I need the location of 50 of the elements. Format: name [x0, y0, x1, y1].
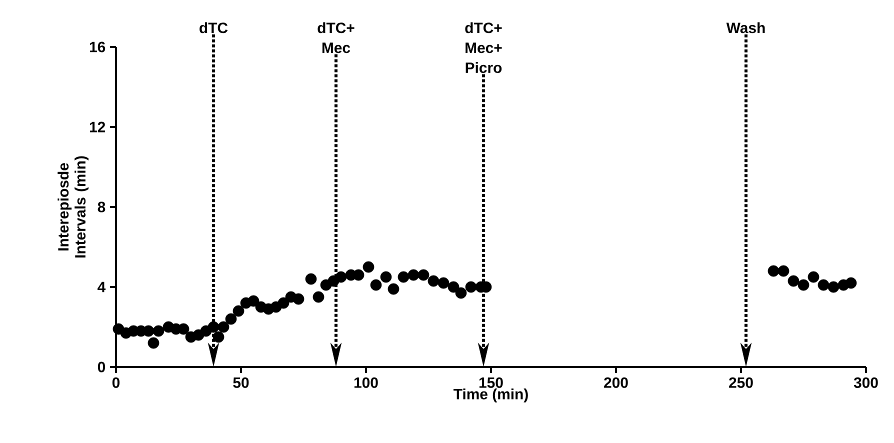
point [398, 271, 410, 283]
point [218, 321, 230, 333]
y-axis-title: Interepiosde Intervals (min) [58, 156, 89, 258]
point [388, 283, 400, 295]
point [232, 305, 244, 317]
y-tick-label: 12 [90, 122, 106, 132]
point [408, 269, 420, 281]
point [248, 295, 260, 307]
ref-line-label: Wash [726, 22, 765, 34]
x-tick-label: 300 [854, 377, 878, 388]
x-tick-label: 100 [354, 377, 378, 388]
point [818, 279, 830, 291]
point [152, 325, 164, 337]
point [465, 281, 477, 293]
ref-line-label: dTC+ Mec [318, 22, 354, 54]
point [312, 291, 324, 303]
point [370, 279, 382, 291]
point [778, 265, 790, 277]
point [768, 265, 780, 277]
ref-line-label: dTC [200, 22, 228, 34]
y-tick-label: 4 [98, 282, 106, 292]
point [335, 271, 347, 283]
point [278, 297, 290, 309]
point [148, 337, 160, 349]
x-tick-label: 250 [729, 377, 753, 388]
point [788, 275, 800, 287]
point [212, 331, 224, 343]
point [418, 269, 430, 281]
y-tick-label: 8 [98, 202, 106, 212]
x-axis-title: Time (min) [454, 388, 528, 402]
point [362, 261, 374, 273]
ref-line-label: dTC+ Mec+ Picro [465, 22, 502, 74]
point [798, 279, 810, 291]
x-tick-label: 50 [233, 377, 249, 388]
point [292, 293, 304, 305]
point [380, 271, 392, 283]
y-tick-label: 0 [98, 362, 106, 372]
x-tick-label: 150 [479, 377, 503, 388]
point [808, 271, 820, 283]
point [438, 277, 450, 289]
point [225, 313, 237, 325]
x-tick-label: 200 [604, 377, 628, 388]
point [305, 273, 317, 285]
point [828, 281, 840, 293]
point [845, 277, 857, 289]
point [448, 281, 460, 293]
y-tick-label: 16 [90, 42, 106, 52]
point [428, 275, 440, 287]
point [455, 287, 467, 299]
x-tick-label: 0 [112, 377, 120, 388]
